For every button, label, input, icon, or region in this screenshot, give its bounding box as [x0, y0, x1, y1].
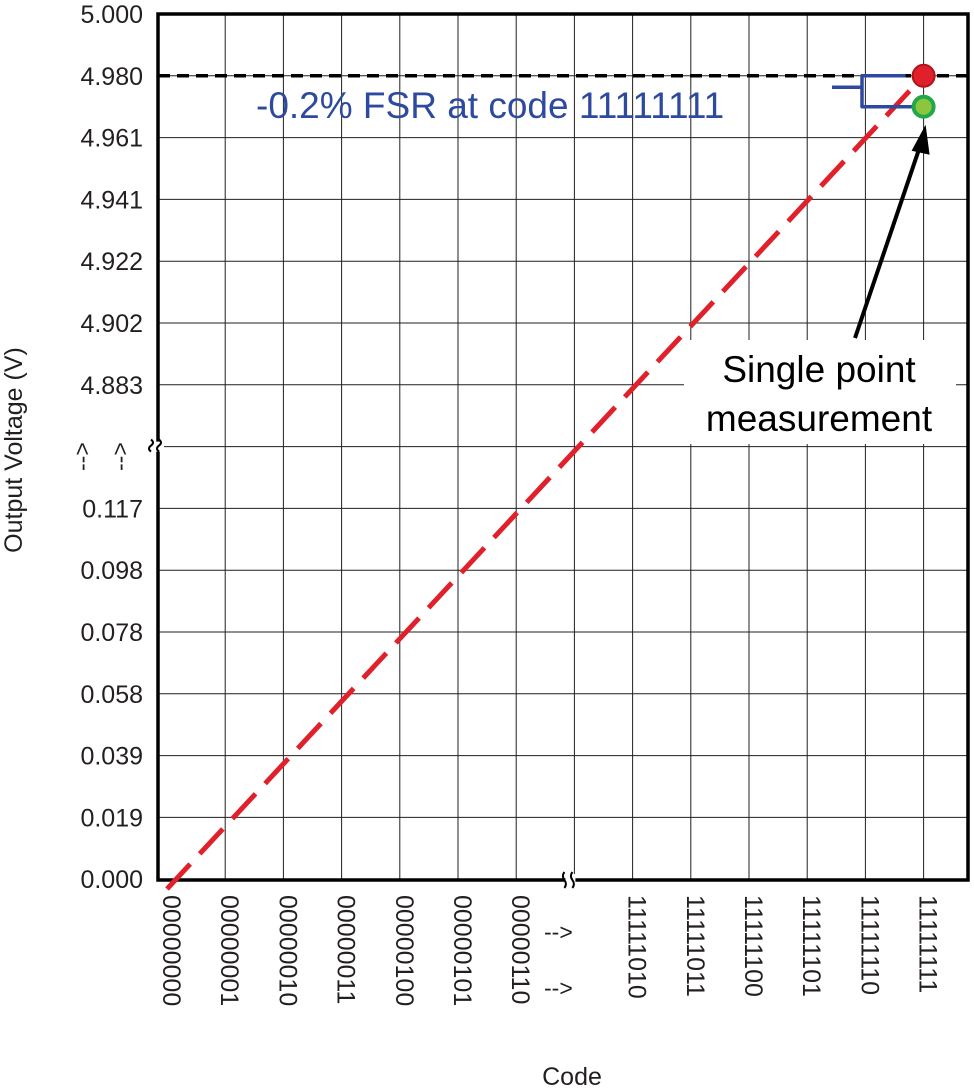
y-axis-break-mark — [148, 438, 162, 453]
x-tick-label: 00000110 — [506, 895, 534, 1004]
error-bracket — [832, 74, 914, 109]
svg-text:-->: --> — [69, 442, 95, 471]
y-tick-label: 4.941 — [80, 186, 143, 214]
measured-point-marker — [911, 94, 936, 119]
ideal-endpoint-marker — [911, 63, 936, 88]
measurement-arrow-shaft — [853, 138, 925, 339]
x-tick-label: 00000001 — [215, 895, 243, 1006]
svg-text:-->: --> — [107, 442, 133, 471]
x-tick-label: 11111110 — [855, 895, 883, 995]
x-tick-label: 11111111 — [914, 895, 942, 993]
x-tick-label: 00000011 — [332, 895, 360, 1004]
measurement-arrow-head — [911, 124, 930, 155]
y-tick-label: 0.039 — [80, 743, 143, 771]
y-tick-label: 0.098 — [80, 557, 143, 585]
error-annotation-label: -0.2% FSR at code 11111111 — [256, 85, 724, 126]
x-axis-break-gap — [565, 874, 576, 886]
measurement-label-box — [684, 340, 956, 444]
x-tick-label: 00000000 — [157, 895, 185, 1006]
x-axis-break-mark — [561, 871, 575, 889]
x-tick-label: 11111100 — [739, 895, 767, 997]
y-tick-label: 0.078 — [80, 619, 143, 647]
y-break-arrow: --> — [107, 442, 133, 471]
x-tick-label: 00000101 — [448, 895, 476, 1006]
x-tick-label: 00000010 — [273, 895, 301, 1006]
x-tick-label: 11111011 — [681, 895, 709, 997]
measurement-label-line1: Single point — [722, 349, 916, 390]
grid — [148, 12, 970, 889]
y-axis-tick-labels: 5.000 4.980 4.961 4.941 4.922 4.902 4.883 0.117… — [69, 1, 143, 894]
y-tick-label: 4.980 — [80, 63, 143, 91]
x-break-arrow: --> — [544, 919, 573, 945]
y-axis-label: Output Voltage (V) — [0, 347, 28, 553]
y-tick-label: 4.902 — [80, 310, 143, 338]
y-break-arrow: --> — [69, 442, 95, 471]
series-layer — [158, 63, 968, 891]
y-tick-label: 5.000 — [80, 1, 143, 29]
y-tick-label: 0.117 — [82, 495, 143, 523]
ideal-transfer-line — [165, 74, 926, 891]
x-tick-label: 11111010 — [623, 895, 651, 999]
y-tick-label: 4.922 — [80, 248, 143, 276]
y-tick-label: 0.019 — [80, 804, 143, 832]
y-tick-label: 0.058 — [80, 681, 143, 709]
y-tick-label: 4.961 — [80, 125, 143, 153]
x-break-arrow: --> — [544, 975, 573, 1001]
x-tick-label: 00000100 — [390, 895, 418, 1006]
measurement-label-line2: measurement — [706, 398, 933, 439]
y-tick-label: 0.000 — [80, 866, 143, 894]
x-axis-label: Code — [542, 1063, 602, 1088]
y-tick-label: 4.883 — [80, 372, 143, 400]
x-tick-label: 11111101 — [797, 895, 825, 997]
x-axis-tick-labels: 00000000 00000001 00000010 00000011 00000100… — [157, 895, 942, 1006]
